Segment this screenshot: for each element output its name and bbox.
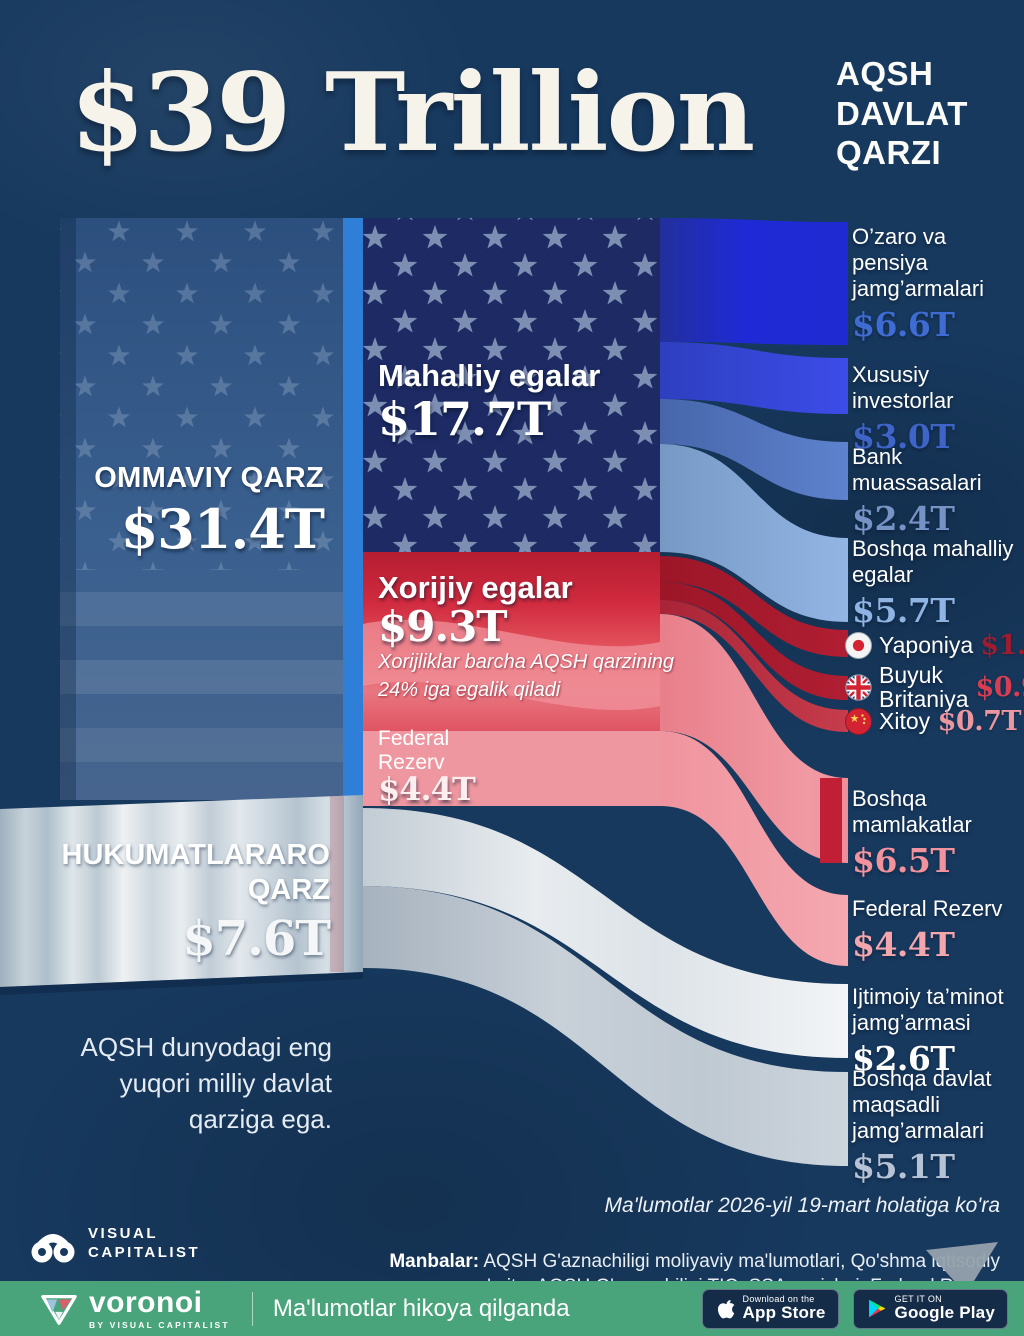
flow-banks [660,399,848,500]
category-other-countries: Boshqa mamlakatlar $6.5T [852,786,1020,880]
voronoi-wordmark: voronoi [89,1285,203,1319]
bar-divider [251,1291,253,1326]
flow-private-investors [660,342,848,414]
category-value: $4.4T [852,924,955,964]
sources-label: Manbalar: [389,1251,480,1273]
category-value: $3.0T [852,416,955,456]
category-value: $6.6T [852,304,955,344]
appstore-top-text: Download on the [742,1293,815,1304]
voronoi-icon [41,1294,77,1325]
category-value: $2.6T [852,1038,955,1078]
flow-other-countries-endcap [820,778,842,863]
uk-flag-icon [845,674,872,702]
category-value: $0.7T [937,706,1022,737]
category-federal-reserve: Federal Rezerv $4.4T [852,896,1020,964]
foreign-holders-block [363,552,660,731]
voronoi-logo: voronoi BY VISUAL CAPITALIST [38,1285,230,1330]
flow-other-gov-funds [363,886,848,1166]
category-mutual-pension: O’zaro va pensiya jamg’armalari $6.6T [852,224,1020,344]
flow-japan [660,556,848,657]
category-label: O’zaro va pensiya jamg’armalari [852,224,985,301]
flow-social-security [363,808,848,1058]
bottom-note: AQSH dunyodagi eng yuqori milliy davlat … [80,1032,332,1134]
category-other-gov-funds: Boshqa davlat maqsadli jamg’armalari $5.… [852,1066,1020,1186]
intragov-debt-label-group: HUKUMATLARARO QARZ $7.6T [18,838,331,967]
intragov-debt-value: $7.6T [182,910,331,967]
category-china: Xitoy $0.7T [845,706,1022,737]
visual-capitalist-logo: VISUAL CAPITALIST [28,1222,200,1266]
google-play-icon [868,1299,885,1318]
public-debt-label: OMMAVIY QARZ [94,462,324,494]
domestic-holders-label: Mahalliy egalar [378,358,601,393]
category-value: $0.9T [975,672,1024,704]
appstore-bottom-text: App Store [742,1303,826,1323]
visual-capitalist-wordmark: VISUAL CAPITALIST [88,1225,200,1263]
category-banks: Bank muassasalari $2.4T [852,444,1020,538]
intragov-debt-label: HUKUMATLARARO QARZ [61,839,330,907]
category-label: Yaponiya [879,631,974,658]
flow-china [660,600,848,732]
foreign-holders-label: Xorijiy egalar [378,570,573,605]
category-japan: Yaponiya $1.2T [845,630,1024,661]
category-social-security: Ijtimoiy ta’minot jamg’armasi $2.6T [852,984,1020,1078]
voronoi-byline: BY VISUAL CAPITALIST [89,1319,230,1330]
google-play-badge[interactable]: GET IT ON Google Play [852,1288,1008,1329]
category-label: Bank muassasalari [852,444,982,495]
flow-mutual-pension [660,218,848,345]
category-label: Federal Rezerv [852,896,1003,921]
foreign-holders-value: $9.3T [378,602,508,651]
flow-fed-reserve [660,731,848,966]
vc-word-visual: VISUAL [88,1225,159,1243]
intragov-pedestal [0,795,363,995]
total-debt-column [60,218,363,800]
bottom-bar: voronoi BY VISUAL CAPITALIST Ma'lumotlar… [0,1281,1024,1336]
china-flag-icon [845,708,872,735]
category-label: Boshqa davlat maqsadli jamg’armalari [852,1066,992,1143]
public-debt-value: $31.4T [120,497,325,561]
category-label: Ijtimoiy ta’minot jamg’armasi [852,984,1004,1035]
decoration-arrow [926,1242,998,1294]
category-value: $1.2T [980,630,1024,661]
fed-reserve-block [363,731,660,806]
binoculars-icon [31,1234,75,1263]
category-value: $5.1T [852,1146,955,1186]
category-label: Buyuk Britaniya [879,662,969,712]
category-label: Xususiy investorlar [852,362,954,413]
public-debt-label-group: OMMAVIY QARZ $31.4T [58,462,325,561]
vc-word-capitalist: CAPITALIST [88,1244,201,1261]
gplay-bottom-text: Google Play [894,1303,995,1323]
category-label: Boshqa mamlakatlar [852,786,972,837]
app-store-badge[interactable]: Download on the App Store [701,1288,839,1329]
domestic-holders-value: $17.7T [378,392,551,446]
category-label: Xitoy [879,707,931,734]
fed-reserve-value: $4.4T [378,770,476,808]
domestic-holders-block [363,218,660,552]
category-value: $5.7T [852,590,955,630]
apple-icon [717,1299,734,1318]
flow-other-domestic [660,444,848,622]
data-date-note: Ma'lumotlar 2026-yil 19-mart holatiga ko… [604,1194,1000,1217]
flow-uk [660,582,848,700]
bar-tagline: Ma'lumotlar hikoya qilganda [272,1294,570,1322]
category-private-investors: Xususiy investorlar $3.0T [852,362,1020,456]
page-title: $39 Trillion [70,50,755,176]
foreign-holders-note: Xorijliklar barcha AQSH qarzining 24% ig… [378,651,675,702]
category-other-domestic: Boshqa mahalliy egalar $5.7T [852,536,1020,630]
category-uk: Buyuk Britaniya $0.9T [845,662,1024,712]
page-subtitle: AQSH DAVLAT QARZI [836,55,968,172]
category-label: Boshqa mahalliy egalar [852,536,1014,587]
flow-other-countries [660,614,848,863]
gplay-top-text: GET IT ON [894,1293,942,1304]
blue-divider-strip [343,218,363,796]
category-value: $6.5T [852,840,955,880]
japan-flag-icon [845,632,872,659]
fed-reserve-label: Federal Rezerv [378,727,450,774]
category-value: $2.4T [852,498,955,538]
